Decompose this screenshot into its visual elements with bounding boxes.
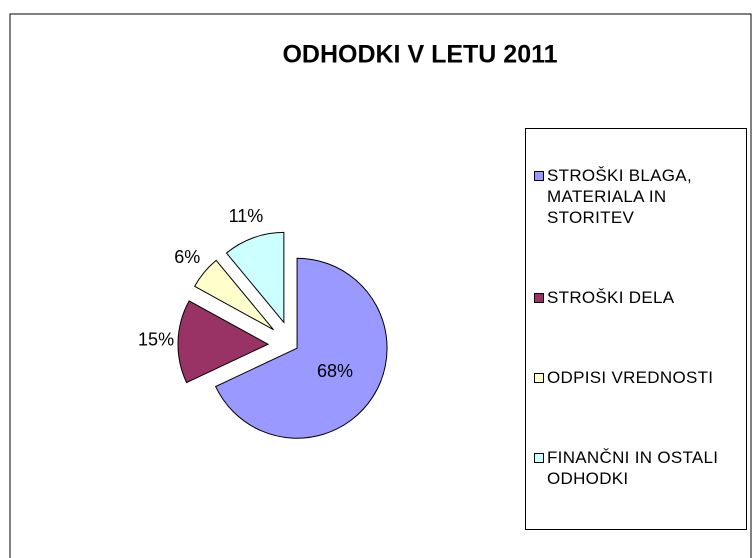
legend-label: ODPISI VREDNOSTI [547, 368, 714, 388]
legend-entry: ODPISI VREDNOSTI [534, 367, 742, 388]
pie-slice [225, 231, 285, 324]
legend-swatch [534, 170, 544, 181]
legend-label: STROŠKI DELA [547, 287, 675, 307]
legend-swatch [534, 453, 544, 464]
chart-title: ODHODKI V LETU 2011 [282, 41, 557, 69]
legend-label: STROŠKI BLAGA, MATERIALA IN STORITEV [547, 165, 692, 227]
pie-slice [193, 259, 274, 331]
chart-border [9, 13, 752, 558]
legend-entry: STROŠKI DELA [534, 287, 742, 308]
legend-entry: FINANČNI IN OSTALI ODHODKI [534, 447, 742, 489]
legend-swatch [534, 292, 544, 303]
legend-label: FINANČNI IN OSTALI ODHODKI [547, 448, 719, 489]
data-label: 15% [138, 329, 174, 349]
pie-slice [214, 257, 388, 439]
data-label: 6% [174, 247, 200, 267]
legend: STROŠKI BLAGA, MATERIALA IN STORITEV STRO… [525, 128, 747, 530]
pie-slice [177, 300, 270, 384]
data-label: 68% [317, 361, 353, 381]
data-label: 11% [229, 206, 264, 226]
legend-entry: STROŠKI BLAGA, MATERIALA IN STORITEV [534, 165, 742, 228]
legend-swatch [534, 373, 544, 384]
